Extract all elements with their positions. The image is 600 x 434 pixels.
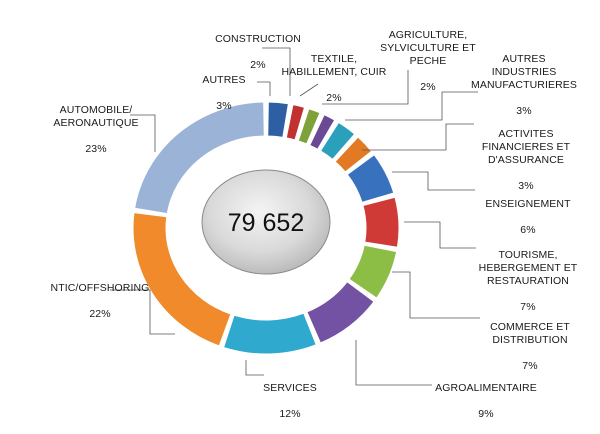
slice-label-percent: 3% (518, 180, 534, 192)
donut-slice (348, 244, 398, 299)
slice-label-name: ACTIVITES FINANCIERES ET D'ASSURANCE (481, 128, 571, 166)
slice-label-automobile: AUTOMOBILE/ AERONAUTIQUE 23% (40, 91, 152, 169)
slice-label-autres: AUTRES 3% (196, 61, 252, 126)
slice-label-name: CONSTRUCTION (215, 33, 301, 45)
donut-slice (222, 312, 317, 355)
slice-label-percent: 7% (520, 301, 536, 313)
donut-slice (297, 108, 321, 145)
slice-label-name: TEXTILE, HABILLEMENT, CUIR (281, 53, 387, 78)
leader-lines (110, 47, 480, 386)
slice-label-name: NTIC/OFFSHORING (50, 282, 150, 294)
slice-label-name: COMMERCE ET DISTRIBUTION (490, 321, 570, 346)
slice-label-percent: 3% (516, 105, 532, 117)
slice-label-name: AGRICULTURE, SYLVICULTURE ET PECHE (380, 29, 476, 67)
donut-slice (319, 121, 356, 161)
donut-slice (346, 154, 395, 204)
leader-line (362, 123, 474, 151)
leader-line (392, 271, 480, 319)
slice-label-percent: 2% (250, 59, 266, 71)
slice-label-percent: 2% (420, 81, 436, 93)
slice-label-percent: 2% (326, 92, 342, 104)
slice-label-percent: 7% (522, 360, 538, 372)
slice-label-name: AUTOMOBILE/ AERONAUTIQUE (53, 104, 139, 129)
donut-slice (309, 114, 336, 150)
slice-label-percent: 3% (216, 100, 232, 112)
slice-label-agriculture: AGRICULTURE, SYLVICULTURE ET PECHE 2% (372, 16, 484, 107)
slice-label-percent: 22% (89, 308, 111, 320)
leader-line (262, 47, 291, 96)
leader-line (404, 221, 476, 249)
slices-group (132, 101, 400, 355)
slice-label-name: ENSEIGNEMENT (485, 198, 571, 210)
slice-label-name: AUTRES INDUSTRIES MANUFACTURIERES (471, 53, 577, 91)
slice-label-name: AUTRES (202, 74, 246, 86)
slice-label-percent: 6% (520, 224, 536, 236)
donut-chart: 79 652 (110, 47, 480, 386)
slice-label-percent: 12% (279, 408, 301, 420)
leader-line (299, 83, 319, 97)
slice-label-construction: CONSTRUCTION 2% (212, 20, 304, 85)
slice-label-commerce: COMMERCE ET DISTRIBUTION 7% (474, 308, 586, 386)
leader-line (245, 360, 264, 376)
donut-slice (334, 136, 373, 173)
slice-label-ntic: NTIC/OFFSHORING 22% (44, 269, 156, 334)
slice-label-name: TOURISME, HEBERGEMENT ET RESTAURATION (478, 249, 578, 287)
leader-line (257, 81, 271, 96)
donut-slice (134, 101, 265, 215)
slice-label-tourisme: TOURISME, HEBERGEMENT ET RESTAURATION 7% (468, 236, 588, 327)
slice-label-percent: 23% (85, 143, 107, 155)
slice-label-agroalimentaire: AGROALIMENTAIRE 9% (430, 369, 542, 434)
leader-line (355, 340, 432, 386)
leader-line (322, 70, 409, 105)
donut-slice (132, 212, 232, 347)
slice-label-activites-financieres: ACTIVITES FINANCIERES ET D'ASSURANCE 3% (470, 115, 582, 206)
leader-line (345, 91, 478, 121)
center-circle (201, 169, 331, 275)
slice-label-percent: 9% (478, 408, 494, 420)
slice-label-enseignement: ENSEIGNEMENT 6% (472, 185, 584, 250)
donut-slice (362, 196, 400, 248)
slice-label-textile: TEXTILE, HABILLEMENT, CUIR 2% (278, 40, 390, 118)
donut-slice (306, 281, 375, 344)
slice-label-name: AGROALIMENTAIRE (435, 382, 537, 394)
donut-slice (267, 101, 289, 138)
leader-line (392, 171, 475, 191)
slice-label-autres-industries: AUTRES INDUSTRIES MANUFACTURIERES 3% (468, 40, 580, 131)
slice-label-services: SERVICES 12% (252, 369, 328, 434)
donut-slice (285, 104, 306, 141)
leader-line (130, 114, 156, 152)
total-value: 79 652 (228, 209, 304, 237)
leader-line (110, 289, 175, 335)
slice-label-name: SERVICES (263, 382, 317, 394)
